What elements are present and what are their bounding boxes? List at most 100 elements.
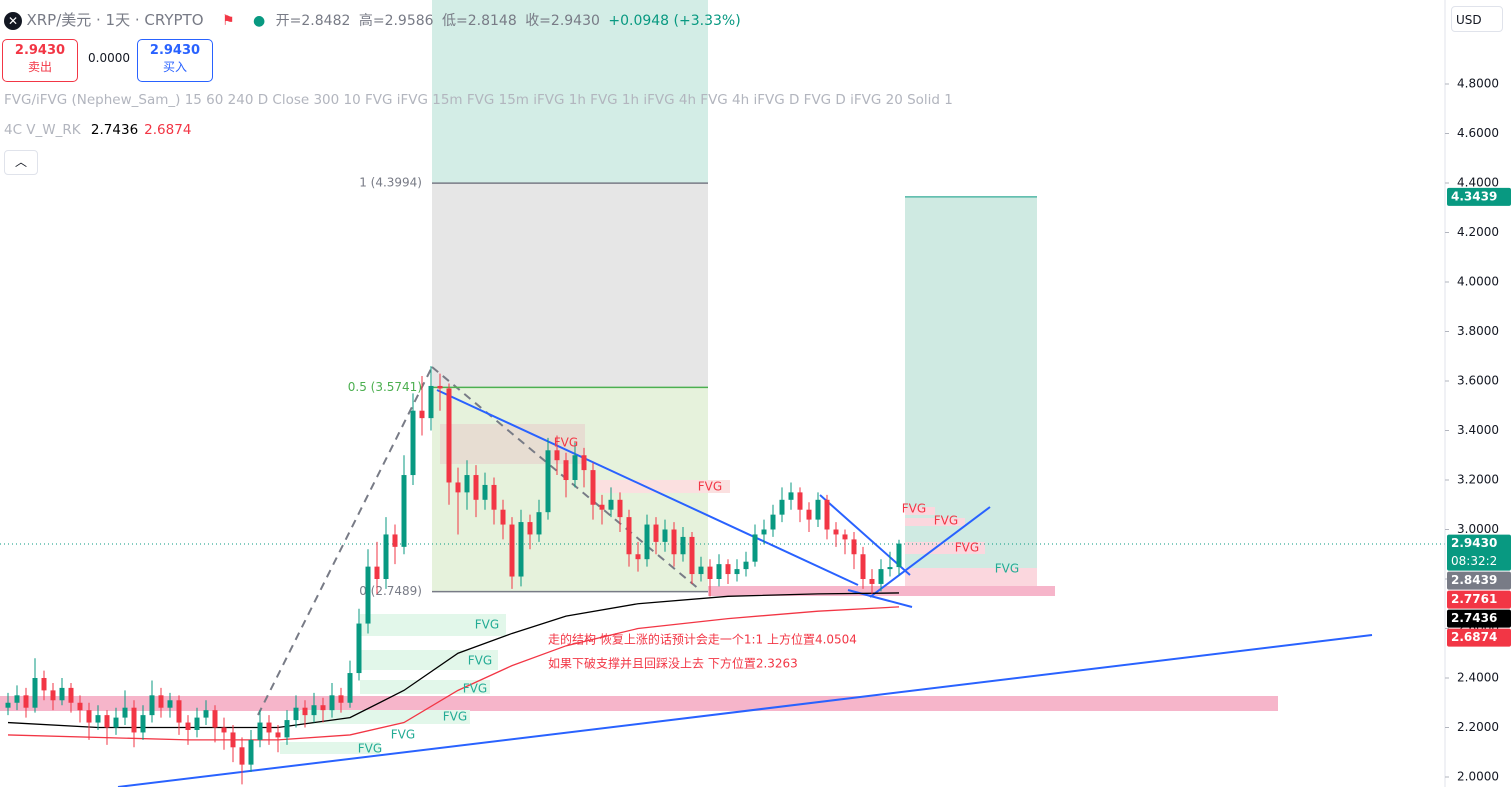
candle-body [689,536,695,575]
sell-button[interactable]: 2.9430 卖出 [2,39,78,82]
candle-body [509,524,515,577]
trend-line [436,389,859,586]
collapse-button[interactable]: ︿ [4,150,38,175]
drawings [0,0,1446,787]
candle-body [383,534,389,580]
candle-body [797,492,803,510]
fvg-label: FVG [391,728,415,742]
candle-body [212,710,218,728]
candle-body [527,522,533,535]
candle-body [437,385,443,389]
candle-body [284,720,290,738]
trend-line [117,634,1373,787]
sell-label: 卖出 [27,60,52,74]
candle-body [167,700,173,708]
candle-body [14,695,20,703]
candle-body [320,705,326,711]
price-label: 2.7761 [1451,592,1497,606]
candle-body [158,695,164,708]
fvg-box [360,614,506,636]
sell-price: 2.9430 [14,43,66,58]
long-stop-box [905,568,1037,590]
long-target-box [905,197,1037,568]
y-tick-label: 4.2000 [1457,225,1499,239]
candle-body [419,410,425,419]
annotation: 走的结构 恢复上涨的话预计会走一个1:1 上方位置4.0504 [548,632,857,647]
y-tick-label: 3.4000 [1457,423,1499,437]
high: 高=2.9586 [358,13,434,29]
support-zone [0,696,1278,711]
fvg-label: FVG [934,514,958,528]
candle-body [662,529,668,542]
price-label: 2.6874 [1451,630,1497,644]
candle-body [644,524,650,560]
candle-body [554,450,560,461]
candle-body [428,385,434,419]
candle-body [842,534,848,540]
candle-body [131,707,137,733]
fvg-label: FVG [698,480,722,494]
price-label: 2.7436 [1451,611,1497,625]
candle-body [833,529,839,535]
ma-name: 4C V_W_RK [4,122,81,138]
fvg-label: FVG [443,710,467,724]
y-tick-label: 3.0000 [1457,522,1499,536]
fvg-label: FVG [902,502,926,516]
candle-body [734,569,740,575]
candle-body [446,388,452,483]
buy-button[interactable]: 2.9430 买入 [137,39,213,82]
candle-body [482,484,488,500]
candle-body [50,690,56,701]
candle-body [68,687,74,703]
candle-body [680,536,686,555]
fib-zone-upper [432,183,708,387]
flag-icon: ⚑ [221,13,235,29]
symbol: XRP/美元 · 1天 · CRYPTO [26,11,204,29]
price-label-box [1447,590,1511,609]
fvg-box [905,542,985,554]
fvg-label: FVG [955,541,979,555]
candle-body [365,566,371,624]
candle-body [518,522,524,577]
currency[interactable]: USD [1451,6,1503,32]
fvg-box [300,710,470,724]
candle-body [329,695,335,711]
candle-body [176,700,182,723]
candle-body [743,561,749,570]
dashed-swing [257,366,433,716]
candle-body [59,687,65,701]
fvg-box [440,424,585,464]
buy-price: 2.9430 [149,43,201,58]
candle-body [545,450,551,513]
ma-legend: 4C V_W_RK 2.7436 2.6874 [4,122,191,138]
price-label-box [1447,571,1511,590]
candle-body [5,702,11,708]
candle-body [374,566,380,580]
candle-body [626,517,632,555]
candle-body [338,695,344,703]
candle-body [824,499,830,530]
y-tick-label: 4.8000 [1457,77,1499,91]
candle-body [635,554,641,560]
candle-body [563,460,569,481]
candle-body [257,722,263,740]
candle-body [23,695,29,708]
fvg-label: FVG [554,436,578,450]
y-tick-label: 2.2000 [1457,720,1499,734]
candle-body [806,509,812,520]
candle-body [500,509,506,525]
buy-label: 买入 [162,60,187,74]
candle-body [536,512,542,535]
y-tick-label: 2.0000 [1457,770,1499,784]
y-tick-label: 4.6000 [1457,126,1499,140]
target-zone [432,0,708,183]
fvg-box [280,742,380,754]
candle-body [293,707,299,721]
candle-body [140,715,146,733]
candle-body [617,499,623,518]
candle-body [698,566,704,575]
trend-line [819,494,911,576]
y-tick-label: 4.0000 [1457,275,1499,289]
